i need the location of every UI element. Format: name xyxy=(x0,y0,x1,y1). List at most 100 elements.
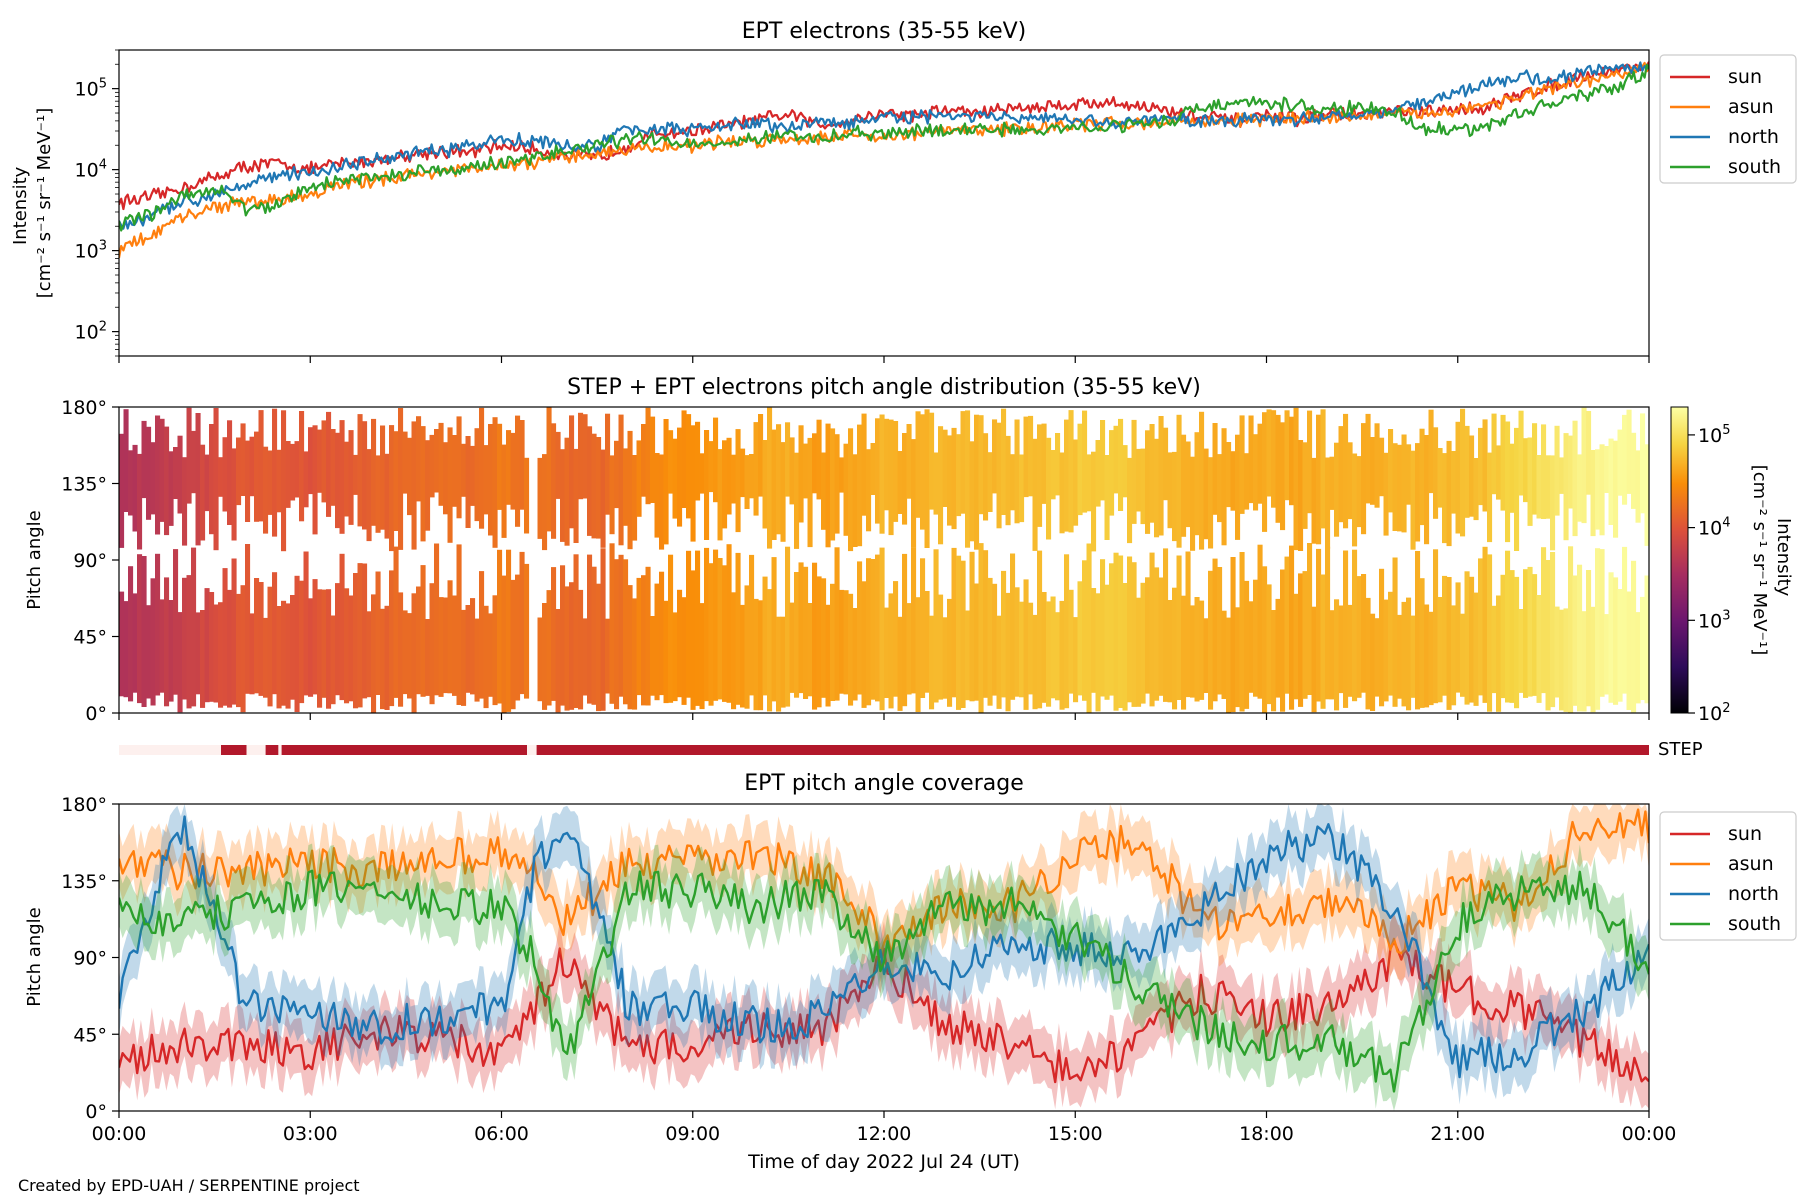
pad-cell xyxy=(177,435,183,514)
pad-cell xyxy=(209,592,215,702)
pad-cell xyxy=(1140,448,1146,525)
pad-cell xyxy=(1352,453,1358,547)
pad-cell xyxy=(438,597,444,697)
pad-cell xyxy=(578,412,584,500)
pad-cell xyxy=(1073,617,1079,703)
pad-cell xyxy=(1140,582,1146,704)
pad-cell xyxy=(1172,451,1178,542)
pad-cell xyxy=(834,434,840,534)
pad-cell xyxy=(906,603,912,695)
pad-cell xyxy=(1365,597,1371,710)
pad-cell xyxy=(1028,602,1034,695)
pad-cell xyxy=(1487,554,1493,712)
pad-cell xyxy=(461,609,467,706)
pad-cell xyxy=(1073,439,1079,526)
pad-cell xyxy=(1523,438,1529,503)
pad-cell xyxy=(132,444,138,532)
pad-cell xyxy=(128,450,134,516)
pad-cell xyxy=(1478,427,1484,506)
pad-cell xyxy=(1262,412,1268,532)
pad-cell xyxy=(1244,580,1250,709)
pad-cell xyxy=(1329,456,1335,510)
pad-cell xyxy=(1091,451,1097,552)
pad-cell xyxy=(1536,455,1542,519)
pad-cell xyxy=(191,430,197,494)
pad-cell xyxy=(141,556,147,707)
pad-cell xyxy=(668,430,674,494)
pad-cell xyxy=(726,437,732,515)
pad-cell xyxy=(974,583,980,701)
pad-cell xyxy=(1343,550,1349,708)
coverage-y-tick-label: 0° xyxy=(85,1101,107,1123)
step-segment-missing xyxy=(246,745,266,755)
pad-cell xyxy=(1050,450,1056,500)
pad-cell xyxy=(780,442,786,542)
x-axis-label: Time of day 2022 Jul 24 (UT) xyxy=(747,1151,1020,1173)
pad-cell xyxy=(1568,435,1574,509)
intensity-y-tick-label-5-exp: 5 xyxy=(99,77,107,92)
pad-cell xyxy=(731,592,737,710)
pad-cell xyxy=(1563,433,1569,541)
pad-cell xyxy=(672,438,678,519)
pad-cell xyxy=(1347,604,1353,697)
pad-cell xyxy=(1374,423,1380,508)
pad-cell xyxy=(1253,579,1259,697)
step-segments xyxy=(119,745,1649,755)
pad-cell xyxy=(452,595,458,696)
pad-cell xyxy=(983,433,989,521)
pad-cell xyxy=(915,411,921,518)
pad-cell xyxy=(375,571,381,695)
pad-cell xyxy=(479,571,485,699)
pad-cell xyxy=(551,423,557,539)
pad-cell xyxy=(470,445,476,506)
pad-cell xyxy=(1253,434,1259,511)
pad-cell xyxy=(893,581,899,697)
pad-cell xyxy=(785,422,791,497)
pad-cell xyxy=(807,437,813,548)
pad-cell xyxy=(155,415,161,535)
pad-cell xyxy=(330,615,336,705)
pad-cell xyxy=(303,551,309,696)
coverage-y-tick-label: 135° xyxy=(61,871,107,893)
panel-coverage-title: EPT pitch angle coverage xyxy=(744,771,1024,796)
pad-cell xyxy=(393,546,399,698)
pad-cell xyxy=(1257,544,1263,699)
pad-cell xyxy=(380,608,386,710)
pad-cell xyxy=(1239,415,1245,514)
pad-cell xyxy=(1487,452,1493,543)
pad-cell xyxy=(1091,588,1097,693)
pad-cell xyxy=(294,575,300,712)
pad-cell xyxy=(1388,429,1394,513)
pad-cell xyxy=(321,589,327,698)
pad-cell xyxy=(357,414,363,527)
pad-cell xyxy=(1104,455,1110,540)
pad-cell xyxy=(258,582,264,696)
intensity-series-north xyxy=(119,61,1649,230)
pad-cell xyxy=(1208,570,1214,710)
pad-cell xyxy=(308,598,314,697)
pad-cell xyxy=(1176,414,1182,548)
pad-cell xyxy=(398,408,404,550)
pad-cell xyxy=(681,597,687,705)
pad-cell xyxy=(1271,410,1277,508)
pad-cell xyxy=(1316,548,1322,702)
pad-cell xyxy=(1347,442,1353,520)
pad-y-tick-label: 135° xyxy=(61,474,107,496)
pad-cell xyxy=(1424,604,1430,708)
pad-cell xyxy=(1055,612,1061,701)
pad-cell xyxy=(474,618,480,702)
pad-cell xyxy=(362,421,368,530)
pad-cell xyxy=(119,591,125,697)
pad-cell xyxy=(506,549,512,712)
pad-cell xyxy=(1329,610,1335,700)
pad-cell xyxy=(1608,572,1614,703)
pad-cell xyxy=(1428,409,1434,494)
pad-cell xyxy=(344,588,350,704)
pad-cell xyxy=(321,420,327,503)
pad-cell xyxy=(1194,432,1200,536)
coverage-x-tick-label: 18:00 xyxy=(1239,1123,1294,1145)
pad-cell xyxy=(627,585,633,710)
pad-cell xyxy=(870,559,876,700)
